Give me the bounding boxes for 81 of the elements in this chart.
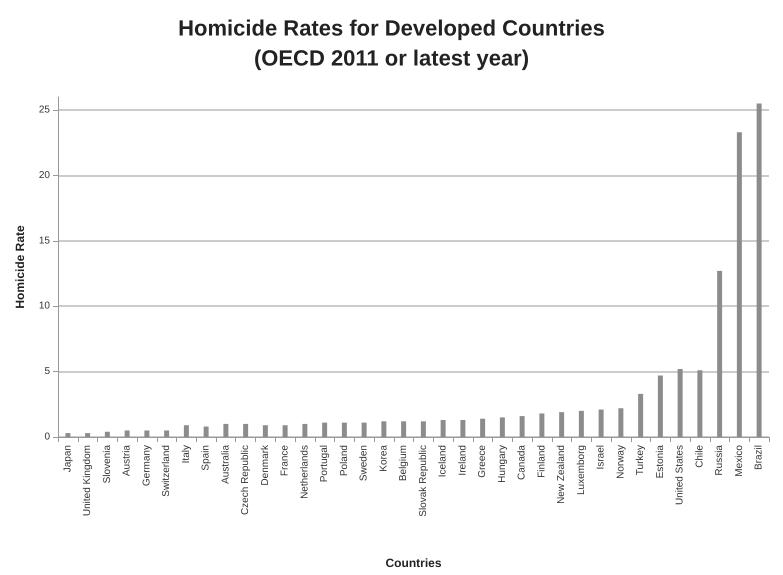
bar (638, 394, 644, 437)
x-tick-label: Spain (200, 445, 212, 471)
bar (322, 422, 328, 437)
x-tick-label: France (280, 444, 291, 476)
x-tick-label: Slovak Republic (418, 445, 429, 517)
x-tick-label: Sweden (358, 445, 370, 482)
bar (736, 132, 742, 437)
bar (262, 425, 268, 437)
bar (184, 425, 189, 437)
bar (756, 104, 762, 437)
bar (717, 270, 722, 437)
x-tick-label: New Zealand (556, 445, 568, 504)
x-tick-label: Hungary (496, 445, 508, 483)
bar (559, 412, 564, 437)
x-tick-label: Germany (141, 445, 152, 486)
x-tick-label: Russia (714, 444, 726, 476)
bar (401, 421, 406, 437)
chart-title: Homicide Rates for Developed Countries (OECD 2011 or latest year) (178, 16, 605, 70)
x-tick-label: Portugal (319, 445, 330, 482)
y-tick-label: 15 (38, 235, 50, 246)
bar (282, 425, 288, 437)
bar (578, 410, 584, 437)
x-tick-label: Slovenia (102, 444, 113, 484)
bar (124, 430, 130, 437)
y-tick-label: 20 (38, 170, 50, 181)
x-tick-label: Australia (220, 444, 232, 484)
x-tick-label: Japan (62, 445, 74, 472)
x-tick-label: Ireland (457, 445, 468, 476)
bar (302, 424, 308, 437)
bar (164, 430, 170, 437)
x-tick-label: Czech Republic (240, 445, 252, 516)
x-tick-label: Turkey (635, 445, 646, 476)
y-tick-label: 25 (38, 104, 50, 116)
bar (104, 432, 110, 437)
bar (342, 422, 347, 437)
x-tick-label: United States (674, 445, 686, 506)
x-tick-label: Greece (477, 444, 488, 478)
x-tick-label: Korea (378, 444, 390, 472)
x-tick-label: Belgium (398, 445, 410, 482)
bar (204, 426, 209, 437)
x-tick-label: Brazil (754, 445, 765, 470)
y-tick-label: 0 (44, 432, 50, 442)
y-tick-label: 10 (38, 300, 50, 312)
x-tick-label: Austria (122, 444, 133, 476)
bar (598, 410, 604, 437)
bar (500, 417, 505, 437)
bar (539, 413, 544, 437)
bar (362, 422, 367, 437)
bar (65, 433, 70, 437)
x-axis-title: Countries (385, 556, 442, 570)
x-tick-label: Switzerland (161, 445, 172, 497)
x-tick-label: Finland (536, 445, 548, 478)
bar (243, 424, 248, 437)
bar (420, 421, 426, 437)
y-axis-title: Homicide Rate (13, 225, 27, 309)
bar (480, 418, 486, 437)
x-tick-label: Chile (694, 444, 706, 468)
bar (697, 370, 702, 437)
x-tick-label: Denmark (260, 444, 271, 486)
bar (381, 421, 386, 437)
bar (460, 420, 466, 437)
x-tick-label: Mexico (734, 444, 745, 477)
x-tick-label: Netherlands (299, 445, 310, 499)
bar (618, 408, 624, 437)
bar (520, 416, 525, 437)
x-tick-label: Italy (180, 445, 192, 464)
x-tick-label: Iceland (438, 445, 449, 478)
x-tick-label: Poland (338, 445, 350, 476)
bar (85, 433, 90, 437)
bar (223, 424, 228, 437)
x-tick-label: Canada (516, 444, 528, 480)
x-tick-label: United Kingdom (82, 445, 94, 516)
x-tick-label: Luxemborg (576, 445, 587, 496)
bar (144, 430, 150, 437)
bar (440, 420, 446, 437)
x-tick-label: Israel (596, 445, 607, 470)
x-tick-label: Norway (615, 445, 626, 479)
bar (678, 369, 683, 437)
bar (658, 376, 663, 437)
x-tick-label: Estonia (654, 444, 666, 478)
y-tick-label: 5 (44, 366, 50, 378)
